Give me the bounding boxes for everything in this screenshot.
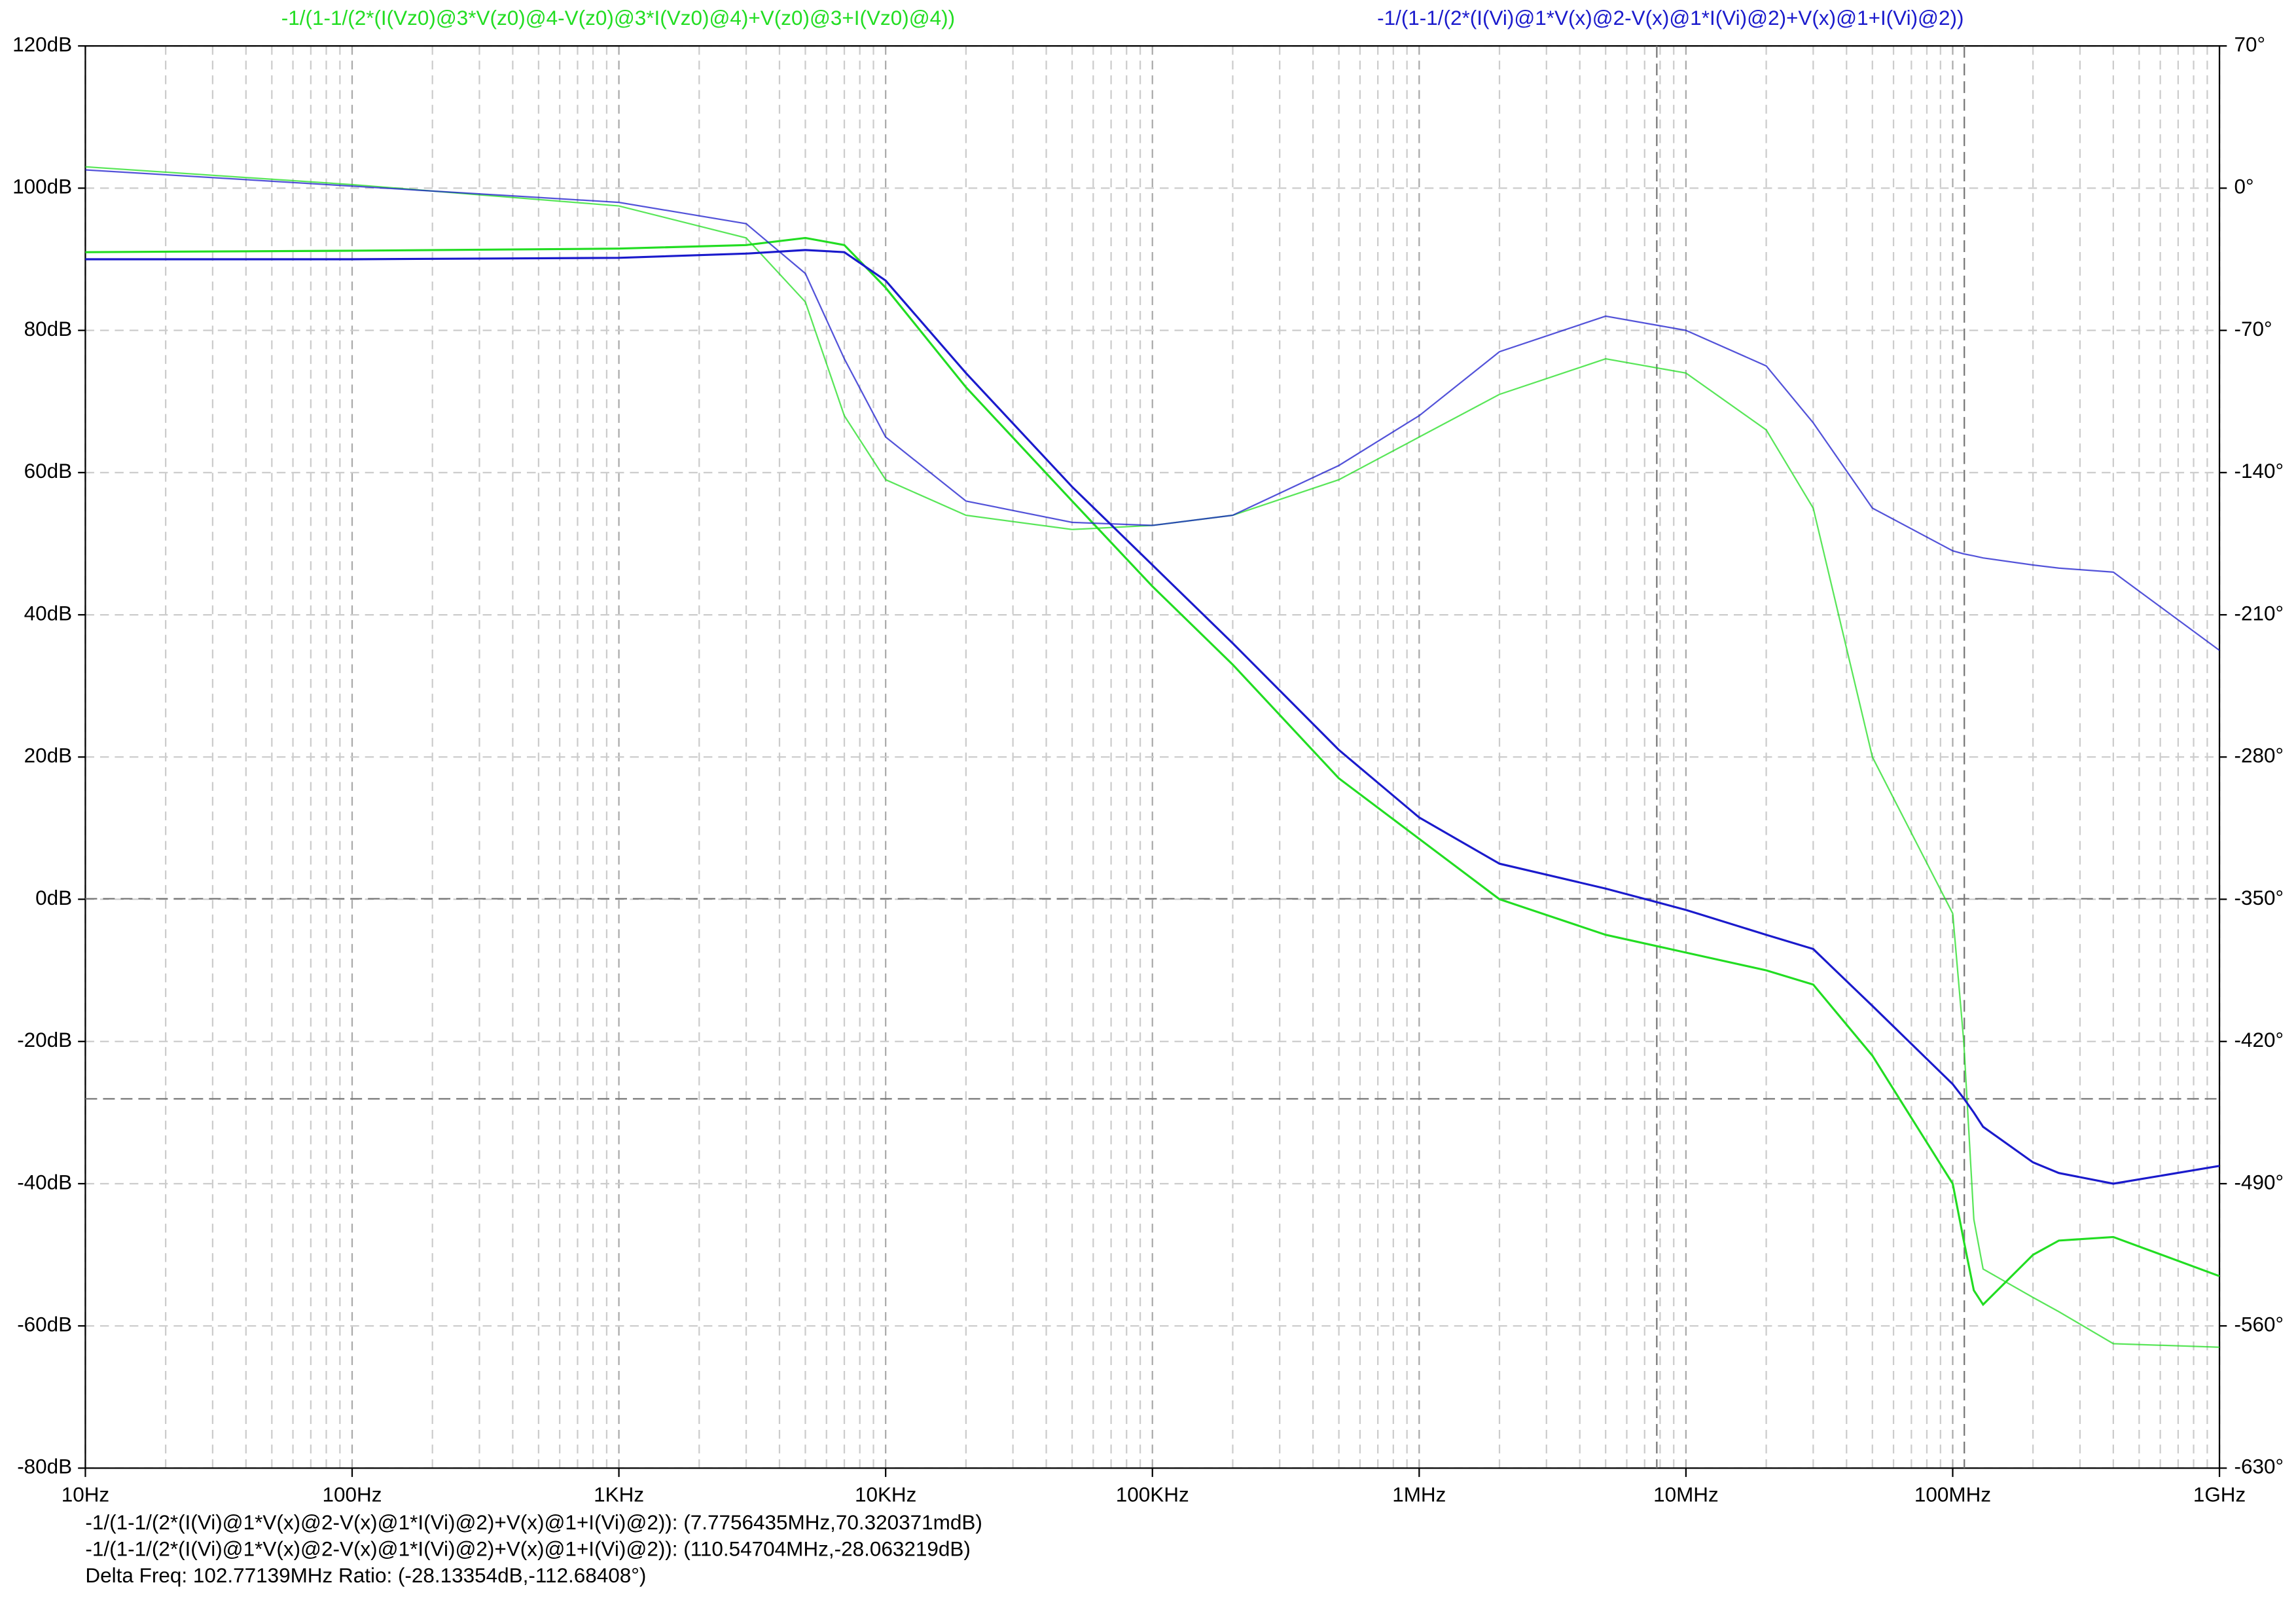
cursor-readout: -1/(1-1/(2*(I(Vi)@1*V(x)@2-V(x)@1*I(Vi)@… — [85, 1511, 982, 1534]
y-tick-label: -80dB — [17, 1455, 72, 1478]
y-tick-label: 100dB — [12, 175, 72, 198]
plot-frame — [84, 45, 2221, 1469]
x-tick-label: 100Hz — [323, 1483, 382, 1506]
x-tick-label: 10Hz — [62, 1483, 109, 1506]
y2-tick-label: -280° — [2234, 744, 2284, 767]
y-tick-label: -60dB — [17, 1313, 72, 1336]
y-tick-label: 20dB — [24, 744, 73, 767]
x-tick-label: 100MHz — [1914, 1483, 1991, 1506]
magnitude-line — [85, 236, 2220, 1307]
phase-line — [85, 169, 2220, 651]
x-tick-label: 1MHz — [1392, 1483, 1446, 1506]
magnitude-line — [85, 249, 2220, 1185]
y-tick-label: 80dB — [24, 318, 73, 340]
y-tick-label: -20dB — [17, 1029, 72, 1051]
y2-tick-label: 70° — [2234, 33, 2266, 56]
y-tick-label: 0dB — [35, 886, 72, 909]
y-tick-label: 60dB — [24, 460, 73, 483]
y2-tick-label: -420° — [2234, 1029, 2284, 1051]
y2-tick-label: 0° — [2234, 175, 2254, 198]
x-tick-label: 100KHz — [1116, 1483, 1189, 1506]
y2-tick-label: -140° — [2234, 460, 2284, 483]
cursor-readout: Delta Freq: 102.77139MHz Ratio: (-28.133… — [85, 1564, 646, 1587]
y-tick-label: 40dB — [24, 602, 73, 625]
y-tick-label: -40dB — [17, 1171, 72, 1194]
legend-entry: -1/(1-1/(2*(I(Vi)@1*V(x)@2-V(x)@1*I(Vi)@… — [1377, 7, 1964, 29]
y2-tick-label: -350° — [2234, 886, 2284, 909]
cursor-readout: -1/(1-1/(2*(I(Vi)@1*V(x)@2-V(x)@1*I(Vi)@… — [85, 1538, 970, 1561]
phase-line — [85, 166, 2220, 1348]
x-tick-label: 10MHz — [1653, 1483, 1719, 1506]
y2-tick-label: -70° — [2234, 318, 2272, 340]
y2-tick-label: -560° — [2234, 1313, 2284, 1336]
y-tick-label: 120dB — [12, 33, 72, 56]
y2-tick-label: -490° — [2234, 1171, 2284, 1194]
x-tick-label: 1KHz — [594, 1483, 644, 1506]
x-tick-label: 10KHz — [855, 1483, 916, 1506]
x-tick-label: 1GHz — [2193, 1483, 2246, 1506]
y2-tick-label: -630° — [2234, 1455, 2284, 1478]
y2-tick-label: -210° — [2234, 602, 2284, 625]
legend-entry: -1/(1-1/(2*(I(Vz0)@3*V(z0)@4-V(z0)@3*I(V… — [281, 7, 955, 29]
